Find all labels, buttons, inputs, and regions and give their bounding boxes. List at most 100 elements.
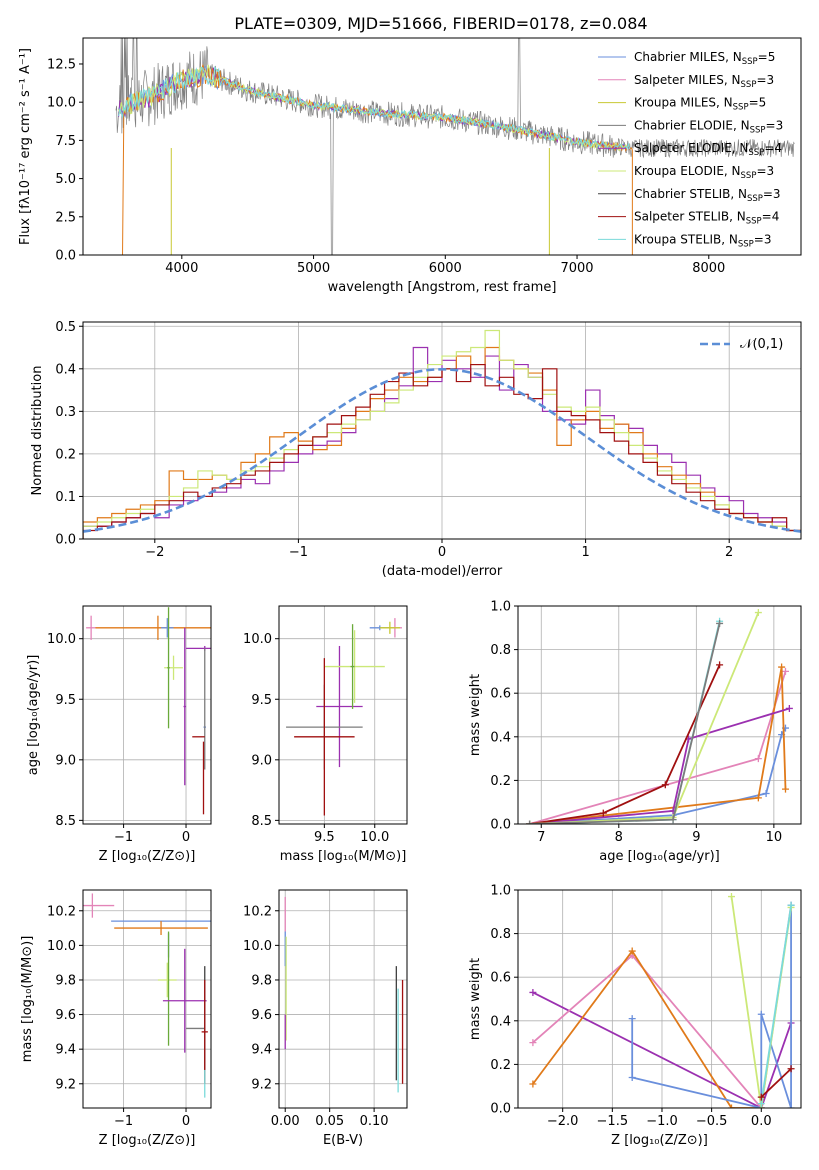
x-tick-label: 4000 [165,261,198,276]
x-tick-label: −1.0 [646,1114,678,1129]
error-bar [294,658,355,816]
legend-label: Kroupa MILES, NSSP=5 [634,96,766,113]
y-tick-label: 9.6 [251,1008,272,1023]
legend-label: Salpeter MILES, NSSP=3 [634,73,774,90]
x-tick-label: −1.5 [597,1114,629,1129]
legend-label: Salpeter STELIB, NSSP=4 [634,210,779,227]
data-point [787,1104,795,1108]
x-tick-label: −1 [114,1114,133,1129]
observed-spectrum [115,38,795,255]
legend-subscript: SSP [741,80,757,90]
data-point [628,947,636,955]
x-tick-label: 1 [581,545,589,560]
error-bar [183,627,187,786]
legend-count: =5 [749,96,767,110]
x-tick-label: 9 [692,830,700,845]
x-tick-label: −0.5 [696,1114,728,1129]
series-line [529,612,760,824]
legend-subscript: SSP [750,125,766,135]
data-point [628,1073,636,1081]
legend-count: =4 [762,210,780,224]
axes-frame [517,605,802,825]
data-point [529,1080,537,1088]
plot-area [286,618,402,816]
x-tick-label: 0 [182,1114,190,1129]
mass-vs-metallicity-panel: −1 0 9.2 9.4 9.6 9.8 10.0 10.2 Z [log₁₀(Z/Z⊙)] ma… [20,889,212,1148]
legend-subscript: SSP [746,217,762,227]
y-tick-label: 8.5 [55,814,76,829]
series-line [760,905,792,1104]
error-bar [350,624,355,709]
data-point [529,1039,537,1047]
error-bar [324,630,385,703]
y-axis-label: age [log₁₀(age/yr)] [26,655,41,776]
mass-weight-vs-metallicity-panel: −2.0 −1.5 −1.0 −0.5 0.0 0.0 0.2 0.4 0.6 0.8 1.0 Z [… [468,884,802,1148]
y-tick-label: 1.0 [490,884,511,899]
axes-frame [517,889,802,1109]
axes-frame [278,605,408,825]
x-axis-label: age [log₁₀(age/yr)] [599,849,720,864]
series-line [760,1068,792,1098]
data-point [757,1010,765,1018]
legend-subscript: SSP [741,171,757,181]
y-tick-label: 9.5 [251,693,272,708]
x-tick-label: −1 [114,830,133,845]
y-tick-label: 0.0 [490,1102,511,1117]
y-tick-label: 10.2 [47,904,76,919]
data-point [716,619,724,627]
x-tick-label: 7 [537,830,545,845]
x-axis-label: Z [log₁₀(Z/Z⊙)] [99,1133,196,1148]
data-point [529,988,537,996]
legend-label: Kroupa STELIB, NSSP=3 [634,232,772,249]
x-axis-label: Z [log₁₀(Z/Z⊙)] [611,1133,708,1148]
y-tick-label: 9.8 [55,973,76,988]
y-tick-label: 9.4 [251,1043,272,1058]
error-bar [201,979,208,1084]
legend-count: =3 [754,232,772,246]
error-bar [157,962,177,998]
legend-count: =5 [758,50,776,64]
error-bar [86,615,97,640]
data-point [778,663,786,671]
mass-vs-extinction-panel: 0.00 0.05 0.10 9.2 9.4 9.6 9.8 10.0 10.2 E(B-V) [243,889,408,1148]
x-tick-label: 10.0 [360,830,389,845]
x-tick-label: 5000 [297,261,330,276]
x-tick-label: 8 [615,830,623,845]
error-bar [379,621,400,634]
y-tick-label: 2.5 [55,210,76,225]
legend-count: =3 [763,187,781,201]
y-tick-label: 10.0 [47,632,76,647]
plot-area [86,607,211,815]
y-tick-label: 9.2 [55,1077,76,1092]
series-line [529,621,721,824]
histogram-step [83,329,801,539]
legend-count: =3 [766,118,784,132]
model-spectrum [118,65,631,151]
axes-frame [82,605,212,825]
y-tick-label: 0.6 [490,971,511,986]
data-point [785,704,793,712]
legend-subscript: SSP [748,148,764,158]
data-point [781,667,789,675]
x-tick-label: 0.10 [360,1114,389,1129]
y-tick-label: 12.5 [47,57,76,72]
plot-area [529,893,795,1108]
plot-area [83,893,211,1098]
y-tick-label: 0.5 [55,320,76,335]
error-bar [162,948,207,1053]
data-point [787,1065,795,1073]
data-point [599,809,607,817]
error-bar [95,615,211,640]
data-point [757,1100,765,1108]
y-tick-label: 0.8 [490,927,511,942]
y-tick-label: 0.0 [55,249,76,264]
x-tick-label: 0.0 [751,1114,772,1129]
series-line [631,905,792,1108]
x-tick-label: 0 [182,830,190,845]
normal-curve [83,367,801,533]
y-tick-label: 0.2 [55,447,76,462]
y-tick-label: 9.8 [251,973,272,988]
y-tick-label: 0.8 [490,643,511,658]
axes-frame [82,37,802,256]
y-tick-label: 0.3 [55,405,76,420]
